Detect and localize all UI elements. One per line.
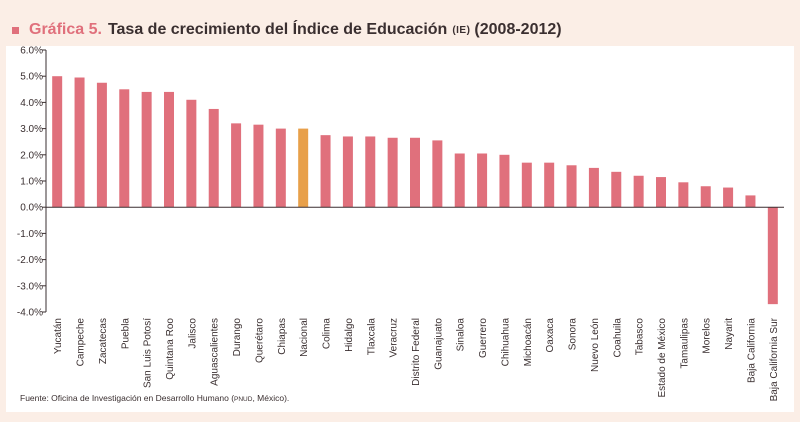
- bar: [387, 137, 398, 208]
- category-label: Veracruz: [389, 318, 400, 357]
- bar: [723, 187, 734, 208]
- category-label: Nayarit: [724, 318, 735, 350]
- bar: [633, 175, 644, 208]
- bar: [208, 108, 219, 208]
- category-label: Nacional: [299, 318, 310, 357]
- bar: [410, 137, 420, 208]
- title-text: Tasa de crecimiento del Índice de Educac…: [107, 21, 448, 38]
- bar: [52, 76, 63, 208]
- category-label: Tabasco: [635, 318, 646, 356]
- category-label: Estado de México: [657, 318, 668, 398]
- bar: [231, 123, 242, 208]
- figure-number: Gráfica 5.: [29, 21, 102, 38]
- y-tick-label: 3.0%: [20, 124, 43, 135]
- bar: [298, 128, 309, 208]
- source-abbreviation: PNUD: [234, 396, 253, 403]
- category-label: Campeche: [76, 318, 87, 367]
- y-tick-label: 4.0%: [20, 98, 43, 109]
- title-abbreviation: (IE): [452, 24, 471, 36]
- category-label: Puebla: [120, 318, 131, 350]
- bar: [432, 140, 443, 208]
- category-label: Distrito Federal: [411, 318, 422, 386]
- category-label: Nuevo León: [590, 318, 601, 372]
- bar: [186, 99, 197, 208]
- square-bullet-icon: [12, 26, 19, 34]
- bar: [141, 91, 152, 208]
- y-tick-label: 0.0%: [20, 203, 43, 214]
- bar-chart: 6.0% 5.0% 4.0% 3.0% 2.0% 1.0% 0.0% -1.0% -2.0% -3…: [17, 46, 784, 401]
- chart-panel: 6.0% 5.0% 4.0% 3.0% 2.0% 1.0% 0.0% -1.0% -2.0% -3…: [6, 46, 794, 412]
- bar: [275, 128, 286, 208]
- bar: [477, 153, 488, 208]
- y-tick-label: -4.0%: [17, 308, 43, 319]
- category-label: Aguascalientes: [210, 318, 221, 386]
- category-label: Oaxaca: [545, 318, 556, 353]
- category-label: Sinaloa: [456, 318, 467, 352]
- bar: [678, 182, 689, 208]
- source-suffix: , México).: [252, 393, 290, 403]
- category-label: Durango: [232, 318, 243, 357]
- bar: [499, 154, 510, 208]
- bar: [588, 167, 599, 208]
- bar: [566, 165, 577, 208]
- bar: [767, 207, 778, 305]
- category-label: San Luis Potosí: [143, 318, 154, 388]
- bar: [521, 162, 532, 208]
- y-tick-label: 5.0%: [20, 72, 43, 83]
- y-tick-label: 1.0%: [20, 177, 43, 188]
- bar: [544, 162, 555, 208]
- source-note: Fuente: Oficina de Investigación en Desa…: [20, 393, 289, 403]
- bar: [700, 186, 711, 208]
- category-label: Sonora: [568, 318, 579, 351]
- category-label: Colima: [322, 318, 333, 350]
- category-label: Baja California: [746, 318, 757, 383]
- bar: [611, 171, 622, 208]
- category-label: Morelos: [702, 318, 713, 354]
- bar: [656, 177, 666, 208]
- category-label: Michoacán: [523, 318, 534, 366]
- category-label: Jalisco: [187, 318, 198, 349]
- category-label: Querétaro: [254, 318, 265, 363]
- bar: [342, 136, 353, 208]
- bar: [119, 89, 130, 208]
- title-years: (2008-2012): [474, 21, 562, 38]
- category-label: Chiapas: [277, 318, 288, 355]
- y-tick-label: -2.0%: [17, 255, 43, 266]
- category-label: Guanajuato: [433, 318, 444, 370]
- bar: [365, 136, 376, 208]
- category-label: Baja California Sur: [769, 317, 780, 401]
- bar: [74, 77, 85, 208]
- y-tick-label: -1.0%: [17, 229, 43, 240]
- bar: [454, 153, 465, 208]
- category-label: Quintana Roo: [165, 318, 176, 380]
- category-label: Zacatecas: [98, 318, 109, 364]
- bar: [253, 124, 264, 208]
- category-label: Guerrero: [478, 318, 489, 358]
- bar: [96, 82, 107, 208]
- category-label: Hidalgo: [344, 318, 355, 352]
- y-tick-label: 6.0%: [20, 46, 43, 57]
- category-label: Tlaxcala: [366, 318, 377, 356]
- category-label: Coahuila: [612, 318, 623, 358]
- source-prefix: Fuente: Oficina de Investigación en Desa…: [20, 393, 235, 403]
- bar: [745, 195, 756, 208]
- category-label: Tamaulipas: [679, 318, 690, 369]
- category-label: Yucatán: [53, 318, 64, 354]
- y-tick-label: -3.0%: [17, 281, 43, 292]
- bar: [320, 135, 331, 208]
- category-label: Chihuahua: [500, 318, 511, 367]
- bar: [164, 91, 174, 208]
- y-tick-label: 2.0%: [20, 150, 43, 161]
- chart-title: Gráfica 5. Tasa de crecimiento del Índic…: [12, 18, 562, 42]
